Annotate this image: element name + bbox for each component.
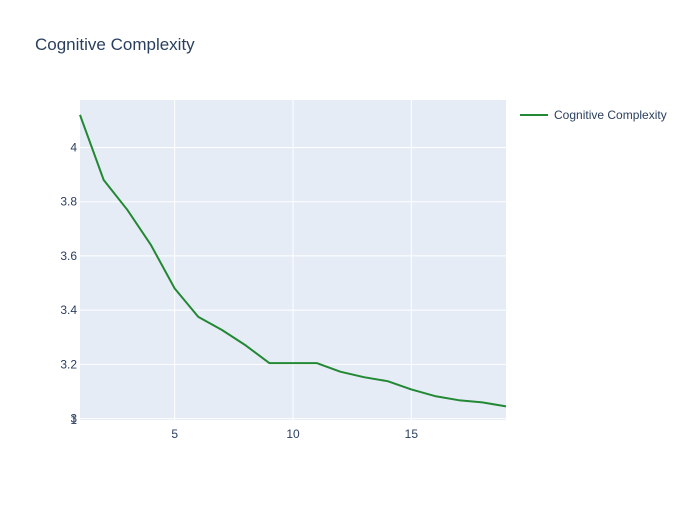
x-tick-label: 5 [171,427,178,441]
gridlines [80,100,506,420]
y-axis-ticks: 3 3.2 3.4 3.6 3.8 4 [60,140,77,425]
y-tick-label: 4 [70,140,77,154]
series-layer [79,114,507,408]
x-range-start-label: 1 [70,413,77,427]
series-line [79,114,507,408]
y-tick-label: 3.6 [60,249,77,263]
legend-label: Cognitive Complexity [554,108,667,122]
legend[interactable]: Cognitive Complexity [520,108,667,122]
chart-title: Cognitive Complexity [35,35,195,54]
y-tick-label: 3.4 [60,303,77,317]
y-tick-label: 3.2 [60,357,77,371]
y-tick-label: 3 [70,412,77,426]
x-axis-ticks: 5 10 15 1 [70,413,418,441]
y-tick-label: 3.8 [60,195,77,209]
x-tick-label: 15 [405,427,419,441]
x-tick-label: 10 [286,427,300,441]
